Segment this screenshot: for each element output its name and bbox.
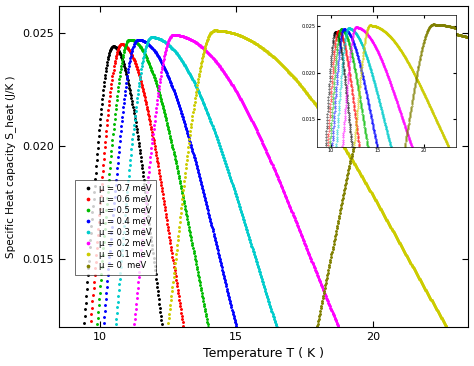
μ = 0.2 meV: [294, 221, 300, 226]
Line: μ = 0.4 meV: μ = 0.4 meV: [102, 38, 237, 328]
Line: μ = 0.2 meV: μ = 0.2 meV: [133, 33, 340, 328]
μ = 0  meV: [317, 311, 322, 316]
Legend: μ = 0.7 meV, μ = 0.6 meV, μ = 0.5 meV, μ = 0.4 meV, μ = 0.3 meV, μ = 0.2 meV, μ : μ = 0.7 meV, μ = 0.6 meV, μ = 0.5 meV, μ…: [75, 180, 156, 274]
μ = 0.1 meV: [409, 262, 414, 267]
μ = 0.1 meV: [305, 92, 310, 96]
X-axis label: Temperature T ( K ): Temperature T ( K ): [203, 347, 324, 361]
μ = 0  meV: [366, 81, 372, 85]
Line: μ = 0.1 meV: μ = 0.1 meV: [167, 29, 448, 328]
Line: μ = 0.3 meV: μ = 0.3 meV: [114, 36, 278, 329]
μ = 0  meV: [409, 26, 414, 31]
Line: μ = 0.6 meV: μ = 0.6 meV: [90, 42, 185, 327]
μ = 0.2 meV: [317, 279, 322, 283]
Y-axis label: Specific Heat capacity S_heat (J/K ): Specific Heat capacity S_heat (J/K ): [6, 75, 17, 258]
μ = 0  meV: [465, 35, 471, 40]
Line: μ = 0.7 meV: μ = 0.7 meV: [83, 45, 163, 326]
μ = 0.1 meV: [366, 187, 372, 192]
μ = 0.1 meV: [294, 78, 300, 83]
Line: μ = 0  meV: μ = 0 meV: [316, 27, 470, 328]
μ = 0.1 meV: [317, 108, 322, 113]
Line: μ = 0.5 meV: μ = 0.5 meV: [96, 38, 210, 328]
μ = 0.2 meV: [305, 248, 310, 253]
